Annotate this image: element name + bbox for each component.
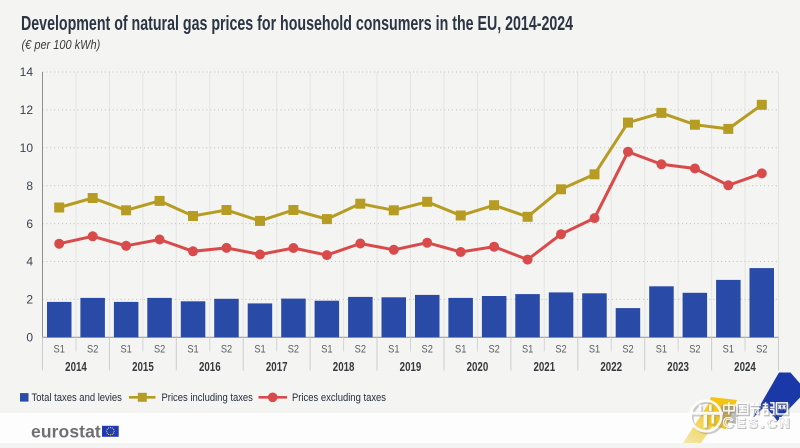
svg-text:2017: 2017 [266,361,288,374]
svg-text:2023: 2023 [667,361,689,374]
svg-text:14: 14 [20,65,34,79]
svg-text:eurostat: eurostat [31,422,101,442]
svg-text:S2: S2 [87,344,99,356]
svg-text:2018: 2018 [333,361,355,374]
svg-text:S2: S2 [422,344,434,356]
svg-text:S2: S2 [221,344,233,356]
svg-text:Prices including taxes: Prices including taxes [162,393,253,405]
svg-text:S2: S2 [555,344,567,356]
svg-text:2020: 2020 [467,361,489,374]
svg-text:S2: S2 [689,344,701,356]
svg-text:S1: S1 [254,344,266,356]
svg-text:S1: S1 [321,344,333,356]
svg-text:CES.CN: CES.CN [723,414,792,430]
svg-text:S2: S2 [756,344,768,356]
svg-text:Prices excluding taxes: Prices excluding taxes [292,393,386,405]
svg-text:10: 10 [20,141,34,155]
svg-text:2024: 2024 [734,361,756,374]
svg-text:S2: S2 [355,344,367,356]
svg-text:S1: S1 [723,344,735,356]
svg-text:2019: 2019 [400,361,422,374]
svg-text:S1: S1 [120,344,132,356]
svg-text:2: 2 [26,293,33,307]
svg-text:2022: 2022 [600,361,622,374]
svg-text:(€ per 100 kWh): (€ per 100 kWh) [22,38,101,52]
svg-text:S2: S2 [488,344,500,356]
svg-text:S2: S2 [288,344,300,356]
svg-text:S1: S1 [187,344,199,356]
svg-text:S1: S1 [656,344,668,356]
svg-text:S1: S1 [522,344,534,356]
svg-text:S1: S1 [455,344,467,356]
svg-text:2016: 2016 [199,361,221,374]
svg-text:2021: 2021 [533,361,555,374]
svg-text:S1: S1 [589,344,601,356]
svg-text:S2: S2 [154,344,166,356]
svg-text:4: 4 [26,255,33,269]
svg-text:2015: 2015 [132,361,154,374]
svg-text:Total taxes and levies: Total taxes and levies [32,393,122,405]
svg-text:0: 0 [26,331,33,345]
svg-text:Development of natural gas pri: Development of natural gas prices for ho… [21,12,573,35]
svg-text:S1: S1 [388,344,400,356]
svg-text:6: 6 [26,217,33,231]
svg-text:S1: S1 [54,344,66,356]
svg-text:2014: 2014 [65,361,87,374]
svg-text:8: 8 [26,179,33,193]
svg-text:S2: S2 [622,344,634,356]
svg-text:12: 12 [20,103,34,117]
